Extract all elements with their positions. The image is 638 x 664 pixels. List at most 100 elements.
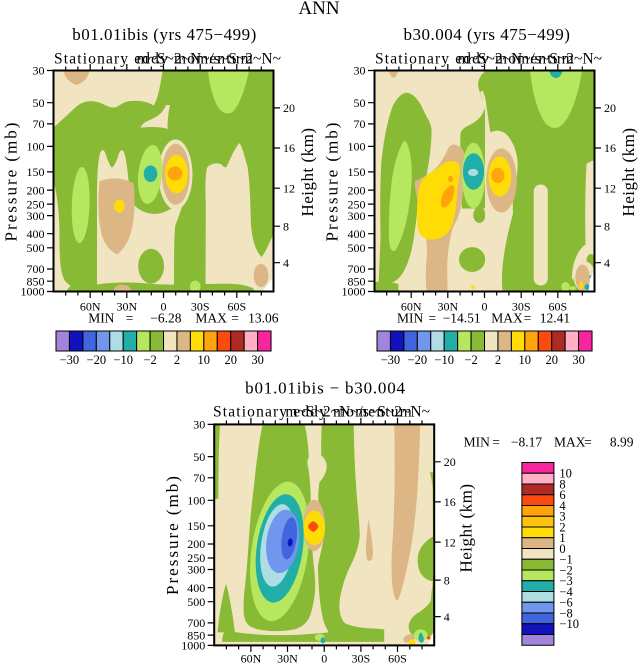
svg-text:ANN: ANN bbox=[298, 0, 339, 19]
svg-text:150: 150 bbox=[27, 165, 45, 179]
svg-text:30: 30 bbox=[193, 418, 205, 432]
svg-text:12.41: 12.41 bbox=[540, 310, 570, 325]
svg-text:0: 0 bbox=[321, 652, 327, 664]
svg-text:=: = bbox=[126, 310, 134, 325]
svg-text:500: 500 bbox=[348, 241, 366, 255]
svg-text:250: 250 bbox=[27, 197, 45, 211]
svg-text:20: 20 bbox=[604, 101, 616, 115]
svg-text:10: 10 bbox=[559, 467, 572, 481]
svg-text:70: 70 bbox=[33, 117, 45, 131]
svg-text:12: 12 bbox=[604, 181, 616, 195]
svg-text:MIN: MIN bbox=[88, 310, 114, 325]
svg-text:30: 30 bbox=[354, 64, 366, 78]
svg-text:12: 12 bbox=[444, 535, 456, 549]
svg-text:60N: 60N bbox=[401, 299, 422, 313]
svg-text:50: 50 bbox=[354, 96, 366, 110]
svg-text:70: 70 bbox=[354, 117, 366, 131]
svg-text:20: 20 bbox=[545, 353, 558, 367]
svg-text:MAX: MAX bbox=[554, 434, 586, 449]
svg-text:300: 300 bbox=[187, 563, 205, 577]
svg-text:8.99: 8.99 bbox=[610, 434, 634, 449]
svg-text:50: 50 bbox=[33, 96, 45, 110]
svg-text:MIN: MIN bbox=[464, 434, 490, 449]
svg-text:−14.51: −14.51 bbox=[443, 310, 481, 325]
svg-text:Stationary eddy momentum: Stationary eddy momentum bbox=[375, 51, 575, 68]
svg-text:−10: −10 bbox=[434, 353, 454, 367]
svg-text:Stationary eddy momentum: Stationary eddy momentum bbox=[213, 404, 413, 421]
svg-text:700: 700 bbox=[187, 616, 205, 630]
svg-text:850: 850 bbox=[27, 274, 45, 288]
svg-text:100: 100 bbox=[187, 494, 205, 508]
svg-text:−10: −10 bbox=[559, 617, 579, 631]
svg-text:200: 200 bbox=[27, 183, 45, 197]
svg-text:−2: −2 bbox=[559, 563, 572, 577]
svg-text:b01.01ibis (yrs 475−499): b01.01ibis (yrs 475−499) bbox=[72, 25, 257, 44]
svg-text:50: 50 bbox=[193, 450, 205, 464]
svg-text:1000: 1000 bbox=[21, 285, 45, 299]
svg-text:=: = bbox=[584, 434, 592, 449]
svg-text:20: 20 bbox=[283, 101, 295, 115]
svg-text:0: 0 bbox=[161, 299, 167, 313]
svg-text:0: 0 bbox=[482, 299, 488, 313]
svg-text:b30.004 (yrs 475−499): b30.004 (yrs 475−499) bbox=[404, 25, 571, 44]
svg-text:250: 250 bbox=[187, 551, 205, 565]
svg-text:12: 12 bbox=[283, 181, 295, 195]
svg-text:−6.28: −6.28 bbox=[150, 310, 181, 325]
svg-text:300: 300 bbox=[348, 209, 366, 223]
svg-text:MAX: MAX bbox=[195, 310, 227, 325]
svg-text:−20: −20 bbox=[87, 353, 107, 367]
svg-text:MAX: MAX bbox=[491, 310, 523, 325]
svg-text:8: 8 bbox=[283, 219, 289, 233]
svg-text:Height (km): Height (km) bbox=[619, 127, 638, 216]
svg-text:Height (km): Height (km) bbox=[457, 483, 476, 572]
svg-text:200: 200 bbox=[348, 183, 366, 197]
svg-text:500: 500 bbox=[27, 241, 45, 255]
svg-text:700: 700 bbox=[348, 262, 366, 276]
svg-text:30S: 30S bbox=[512, 299, 531, 313]
svg-text:300: 300 bbox=[27, 209, 45, 223]
svg-text:150: 150 bbox=[348, 165, 366, 179]
svg-text:60N: 60N bbox=[80, 299, 101, 313]
svg-text:b01.01ibis − b30.004: b01.01ibis − b30.004 bbox=[245, 379, 406, 398]
svg-text:150: 150 bbox=[187, 519, 205, 533]
svg-text:400: 400 bbox=[348, 227, 366, 241]
svg-text:16: 16 bbox=[283, 141, 295, 155]
svg-text:1000: 1000 bbox=[181, 639, 205, 653]
svg-text:1: 1 bbox=[559, 531, 565, 545]
svg-text:30: 30 bbox=[572, 353, 585, 367]
svg-text:4: 4 bbox=[283, 256, 289, 270]
svg-text:30: 30 bbox=[251, 353, 264, 367]
svg-text:4: 4 bbox=[559, 499, 566, 513]
svg-text:2: 2 bbox=[174, 353, 180, 367]
svg-text:4: 4 bbox=[604, 256, 610, 270]
svg-text:Pressure (mb): Pressure (mb) bbox=[323, 121, 342, 242]
svg-text:Height (km): Height (km) bbox=[298, 127, 317, 216]
svg-text:=: = bbox=[429, 310, 437, 325]
svg-text:−2: −2 bbox=[143, 353, 156, 367]
svg-text:30N: 30N bbox=[116, 299, 137, 313]
svg-text:Stationary eddy momentum: Stationary eddy momentum bbox=[54, 51, 254, 68]
svg-text:60N: 60N bbox=[241, 652, 262, 664]
svg-text:MIN: MIN bbox=[397, 310, 423, 325]
svg-text:850: 850 bbox=[348, 274, 366, 288]
svg-text:−30: −30 bbox=[60, 353, 80, 367]
svg-text:850: 850 bbox=[187, 628, 205, 642]
svg-text:−8: −8 bbox=[559, 606, 572, 620]
svg-text:20: 20 bbox=[444, 455, 456, 469]
svg-text:−3: −3 bbox=[559, 574, 572, 588]
svg-text:700: 700 bbox=[27, 262, 45, 276]
svg-text:−8.17: −8.17 bbox=[511, 434, 542, 449]
svg-text:30: 30 bbox=[33, 64, 45, 78]
svg-text:30S: 30S bbox=[191, 299, 210, 313]
svg-text:8: 8 bbox=[604, 219, 610, 233]
svg-text:−1: −1 bbox=[559, 553, 572, 567]
svg-text:2: 2 bbox=[495, 353, 501, 367]
svg-text:60S: 60S bbox=[548, 299, 567, 313]
svg-text:3: 3 bbox=[559, 510, 565, 524]
svg-text:10: 10 bbox=[519, 353, 532, 367]
svg-text:=: = bbox=[231, 310, 239, 325]
svg-text:6: 6 bbox=[559, 488, 565, 502]
svg-text:100: 100 bbox=[348, 140, 366, 154]
svg-text:=: = bbox=[524, 310, 532, 325]
svg-text:−10: −10 bbox=[113, 353, 133, 367]
